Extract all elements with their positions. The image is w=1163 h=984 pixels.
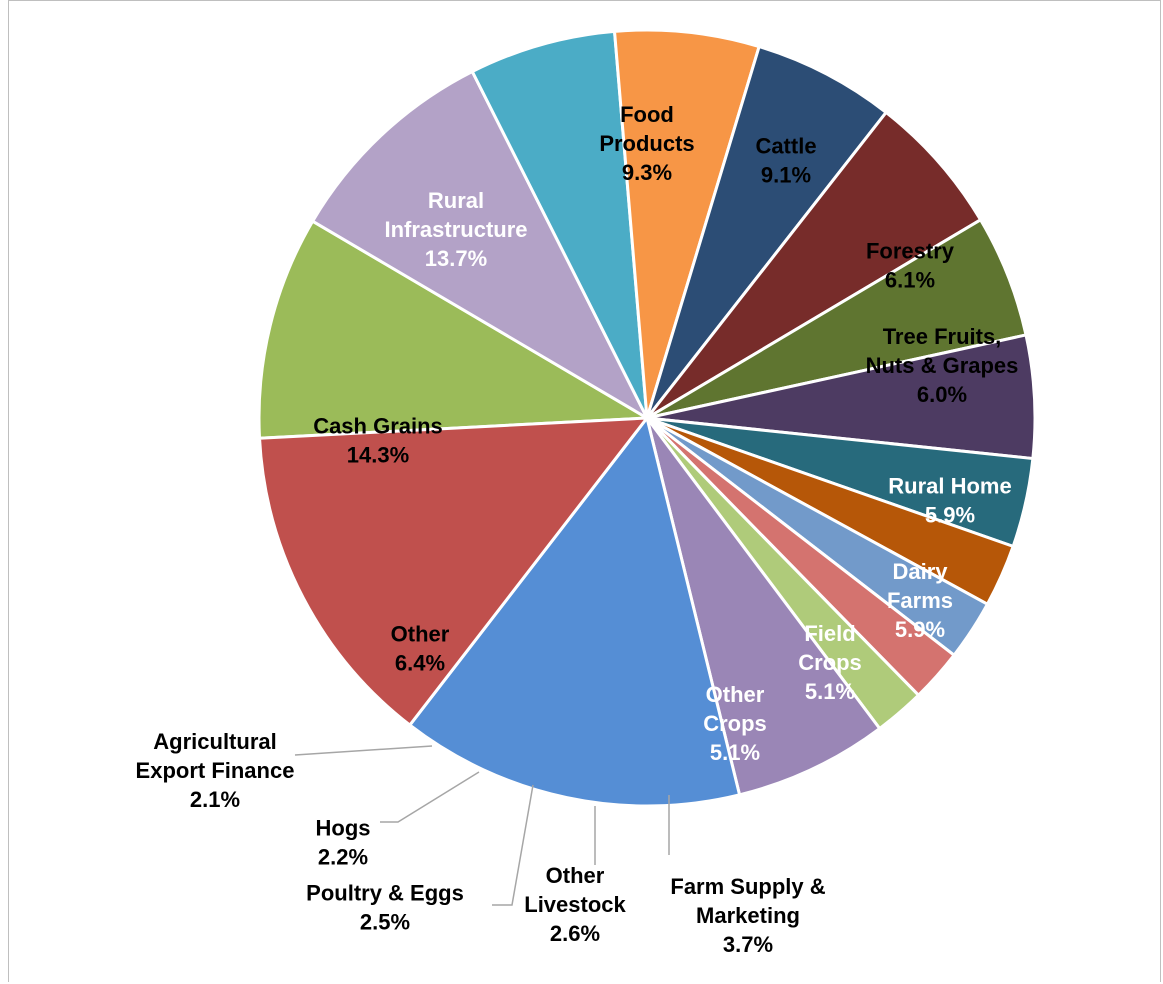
- slice-label: Hogs 2.2%: [316, 816, 371, 870]
- slice-label: Food Products 9.3%: [599, 102, 694, 185]
- slice-percent: 2.5%: [360, 910, 410, 935]
- slice-percent: 3.7%: [723, 932, 773, 957]
- slice-name: Infrastructure: [384, 217, 527, 242]
- slice-label: Rural Infrastructure 13.7%: [384, 188, 527, 271]
- slice-label: Other Livestock 2.6%: [524, 863, 626, 946]
- slice-name: Crops: [798, 650, 862, 675]
- slice-name: Forestry: [866, 239, 955, 264]
- slice-name: Crops: [703, 711, 767, 736]
- slice-label: Other 6.4%: [391, 622, 450, 676]
- slice-name: Rural: [428, 188, 484, 213]
- slice-name: Agricultural: [153, 729, 276, 754]
- slice-name: Nuts & Grapes: [866, 353, 1019, 378]
- pie-slice: [645, 45, 888, 420]
- pie-slice: [311, 70, 649, 420]
- leader-line: [294, 745, 433, 756]
- slice-name: Marketing: [696, 903, 800, 928]
- slice-label: Agricultural Export Finance 2.1%: [136, 729, 295, 812]
- slice-percent: 9.3%: [622, 160, 672, 185]
- pie-slice: [258, 416, 649, 727]
- pie-slice: [613, 28, 761, 420]
- slice-percent: 2.1%: [190, 787, 240, 812]
- slice-label: Rural Home 5.9%: [888, 474, 1011, 528]
- slice-name: Other: [546, 863, 605, 888]
- slice-name: Other: [391, 622, 450, 647]
- slice-name: Food: [620, 102, 674, 127]
- slice-percent: 5.1%: [710, 740, 760, 765]
- slice-label: Tree Fruits, Nuts & Grapes 6.0%: [866, 324, 1019, 407]
- slice-name: Export Finance: [136, 758, 295, 783]
- slice-percent: 2.2%: [318, 845, 368, 870]
- pie-slice: [645, 416, 882, 797]
- slice-name: Farm Supply &: [670, 874, 825, 899]
- slice-label: Farm Supply & Marketing 3.7%: [670, 874, 825, 957]
- slice-name: Other: [706, 682, 765, 707]
- slice-percent: 6.0%: [917, 382, 967, 407]
- slice-percent: 14.3%: [347, 443, 409, 468]
- slice-label: Cattle 9.1%: [755, 134, 816, 188]
- slice-name: Livestock: [524, 892, 626, 917]
- slice-label: Forestry 6.1%: [866, 239, 955, 293]
- slice-name: Products: [599, 131, 694, 156]
- slice-label: Dairy Farms 5.9%: [887, 559, 953, 642]
- leader-line: [492, 784, 534, 906]
- leader-line: [380, 771, 480, 823]
- slice-name: Hogs: [316, 816, 371, 841]
- slice-name: Cattle: [755, 134, 816, 159]
- slice-percent: 2.6%: [550, 921, 600, 946]
- slice-percent: 5.1%: [805, 679, 855, 704]
- slice-percent: 5.9%: [925, 503, 975, 528]
- slice-label: Field Crops 5.1%: [798, 621, 862, 704]
- slice-label: Other Crops 5.1%: [703, 682, 767, 765]
- pie-slice: [408, 416, 742, 808]
- slice-name: Rural Home: [888, 474, 1011, 499]
- slice-label: Poultry & Eggs 2.5%: [306, 881, 464, 935]
- pie-slice: [470, 29, 649, 420]
- pie-slice: [645, 110, 983, 420]
- slice-name: Field: [804, 621, 855, 646]
- slice-percent: 6.4%: [395, 651, 445, 676]
- slice-name: Tree Fruits,: [883, 324, 1002, 349]
- slice-percent: 13.7%: [425, 246, 487, 271]
- slice-percent: 5.9%: [895, 617, 945, 642]
- slice-name: Cash Grains: [313, 414, 443, 439]
- slice-name: Dairy: [892, 559, 948, 584]
- slice-name: Farms: [887, 588, 953, 613]
- slice-label: Cash Grains 14.3%: [313, 414, 443, 468]
- slice-percent: 9.1%: [761, 163, 811, 188]
- slice-name: Poultry & Eggs: [306, 881, 464, 906]
- slice-percent: 6.1%: [885, 268, 935, 293]
- pie-slice: [257, 219, 649, 440]
